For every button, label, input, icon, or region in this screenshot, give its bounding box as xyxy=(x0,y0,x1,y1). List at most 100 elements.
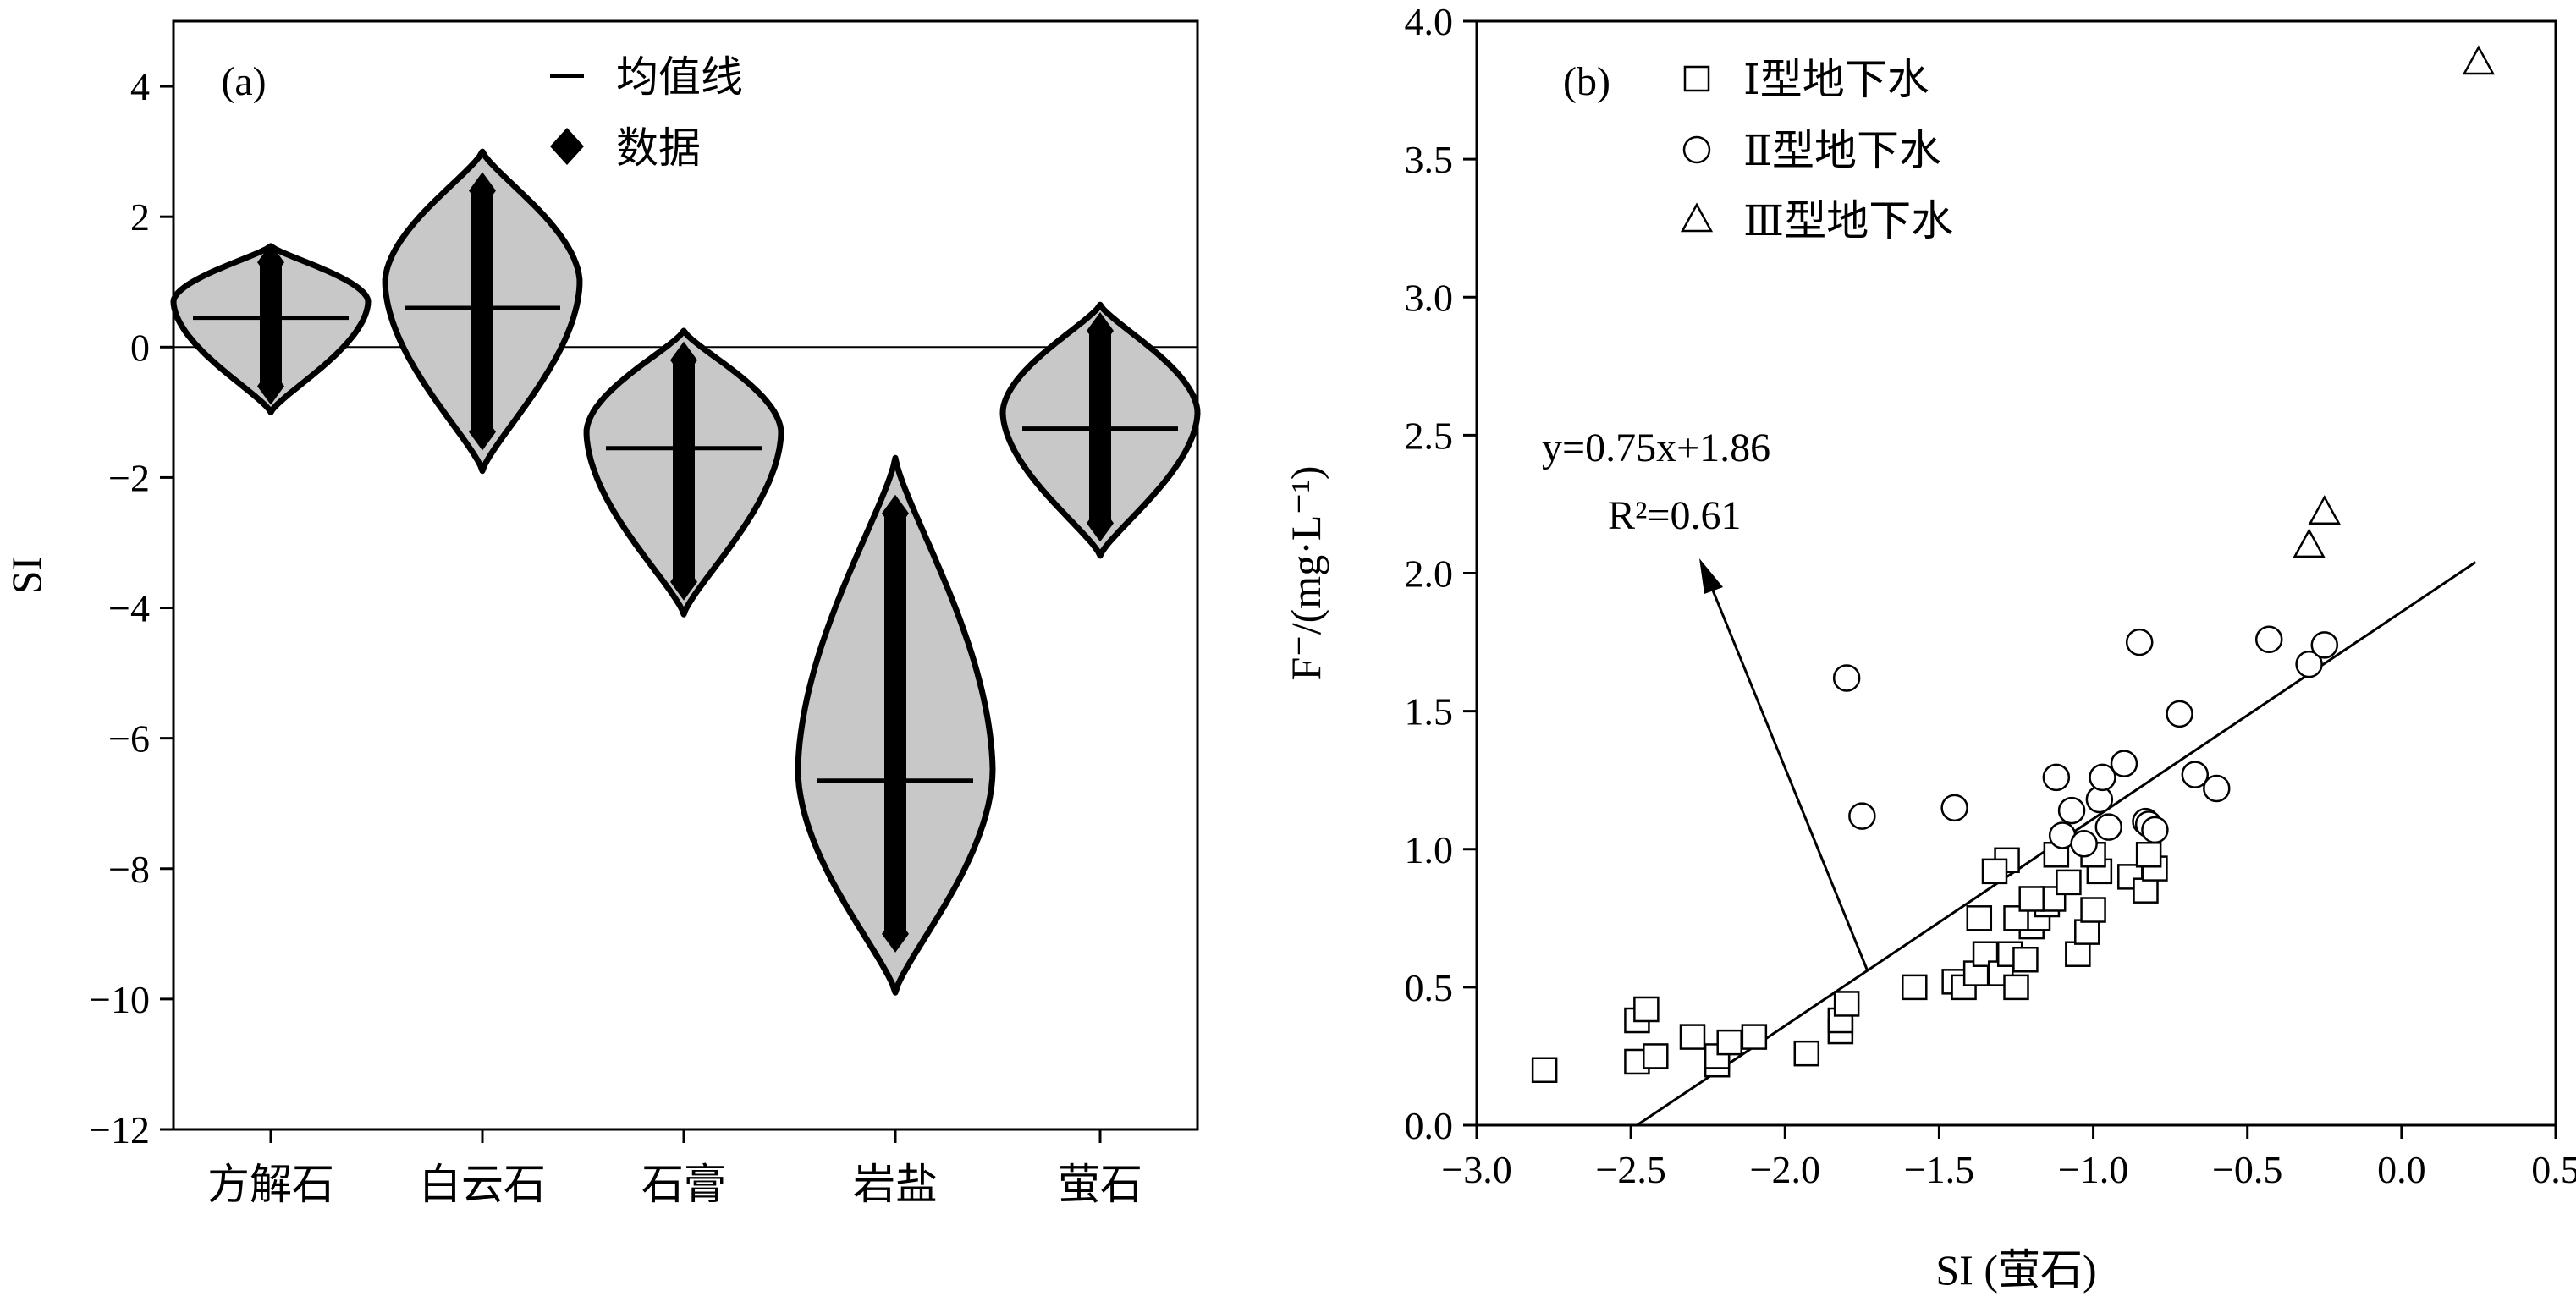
legend-series-label: Ⅲ型地下水 xyxy=(1743,197,1953,244)
data-point-diamond xyxy=(469,172,496,210)
panel-a-y-tick-label: 4 xyxy=(130,65,150,108)
panel-b-x-axis-label: SI (萤石) xyxy=(1935,1246,2096,1294)
panel-b-x-tick-label: 0.0 xyxy=(2377,1148,2426,1191)
panel-a-frame xyxy=(172,19,1199,1131)
panel-b-x-tick-label: −2.5 xyxy=(1595,1148,1665,1191)
scatter-point-triangle xyxy=(2462,45,2496,75)
scatter-point-square xyxy=(1716,1029,1742,1056)
panel-a-y-tick-label: −8 xyxy=(108,848,150,891)
scatter-point-circle xyxy=(2295,650,2323,678)
scatter-point-circle xyxy=(2203,774,2231,803)
panel-b-label: (b) xyxy=(1563,59,1610,104)
scatter-point-square xyxy=(2080,897,2106,923)
panel-b-x-tick-label: −0.5 xyxy=(2212,1148,2282,1191)
scatter-point-circle xyxy=(2070,829,2098,858)
panel-b-x-tick-label: −1.5 xyxy=(1904,1148,1974,1191)
data-point-diamond xyxy=(469,413,496,451)
scatter-point-square xyxy=(2056,869,2082,896)
legend-data-label: 数据 xyxy=(616,124,701,172)
scatter-point-square xyxy=(1679,1024,1706,1050)
violin-data-strip xyxy=(471,190,493,432)
panel-b-x-tick-label: −3.0 xyxy=(1441,1148,1511,1191)
panel-b-y-tick-label: 4.0 xyxy=(1405,0,1454,43)
panel-b-y-tick-label: 2.0 xyxy=(1405,552,1454,596)
scatter-point-square xyxy=(2003,974,2029,1001)
panel-b-x-tick-label: −1.0 xyxy=(2058,1148,2128,1191)
category-label: 萤石 xyxy=(1058,1161,1142,1208)
scatter-point-circle xyxy=(2089,763,2116,792)
category-label: 白云石 xyxy=(419,1161,546,1208)
data-point-diamond xyxy=(882,915,909,953)
panel-b-x-tick-label: 0.5 xyxy=(2531,1148,2576,1191)
panel-a-y-tick-label: 0 xyxy=(130,326,150,369)
scatter-point-circle xyxy=(2254,625,2283,654)
panel-a-y-tick-label: −4 xyxy=(108,587,150,630)
data-point-diamond xyxy=(1087,312,1114,350)
scatter-point-square xyxy=(1643,1043,1669,1069)
data-point-diamond xyxy=(1087,504,1114,542)
panel-a-y-tick-label: −12 xyxy=(89,1108,150,1151)
scatter-point-circle xyxy=(2166,700,2193,728)
scatter-point-square xyxy=(2135,842,2162,868)
panel-b-y-axis-label: F⁻/(mg·L⁻¹) xyxy=(1282,466,1329,681)
scatter-point-square xyxy=(2133,877,2159,904)
scatter-point-circle xyxy=(2042,763,2071,792)
panel-a-y-tick-label: 2 xyxy=(130,195,150,239)
panel-a-y-axis-label: SI xyxy=(3,557,50,594)
annotation-arrow-line xyxy=(1708,581,1869,972)
scatter-point-square xyxy=(1981,858,2008,885)
regression-equation: y=0.75x+1.86 xyxy=(1542,426,1770,470)
panel-b-scatter-chart: 0.0 0.5 1.0 1.5 2.0 2.5 3.0 3.5 4.0 −3.0 −2.5 −2.0 −… xyxy=(1282,0,2576,1294)
panel-a-y-tick-label: −6 xyxy=(108,717,150,761)
scatter-point-square xyxy=(1633,996,1660,1023)
panel-b-y-tick-label: 3.0 xyxy=(1405,276,1454,319)
scatter-point-circle xyxy=(1832,664,1861,692)
legend-mean-line-label: 均值线 xyxy=(616,53,743,101)
scatter-point-square xyxy=(2086,858,2113,885)
regression-r-squared: R²=0.61 xyxy=(1608,493,1741,538)
data-point-diamond xyxy=(257,367,284,405)
legend-marker-circle xyxy=(1682,135,1711,164)
legend-marker-triangle xyxy=(1680,202,1714,233)
scatter-point-square xyxy=(2065,941,2091,967)
panel-a-label: (a) xyxy=(221,59,266,104)
scatter-point-circle xyxy=(2181,761,2210,788)
scatter-point-circle xyxy=(2094,813,2123,841)
data-point-diamond xyxy=(257,244,284,282)
panel-a-y-tick-label: −10 xyxy=(89,978,150,1021)
data-point-diamond xyxy=(670,341,697,379)
scatter-point-circle xyxy=(2141,816,2169,844)
category-label: 石膏 xyxy=(641,1161,726,1208)
panel-b-y-tick-label: 1.0 xyxy=(1405,828,1454,871)
panel-b-y-tick-label: 1.5 xyxy=(1405,690,1454,733)
scatter-point-square xyxy=(1793,1040,1820,1067)
data-point-diamond xyxy=(882,494,909,532)
legend-marker-square xyxy=(1683,65,1710,92)
scatter-point-circle xyxy=(1848,802,1876,830)
violin-data-strip xyxy=(260,262,282,387)
panel-b-y-tick-label: 0.5 xyxy=(1405,966,1454,1009)
data-point-diamond xyxy=(670,563,697,601)
violin-data-strip xyxy=(673,360,695,582)
scatter-point-square xyxy=(2018,886,2045,912)
scatter-point-circle xyxy=(1940,794,1968,822)
scatter-point-square xyxy=(1833,991,1860,1017)
scatter-point-square xyxy=(2074,919,2100,945)
scatter-point-circle xyxy=(2110,750,2138,777)
scatter-point-square xyxy=(2012,947,2039,973)
annotation-arrow-head xyxy=(1699,558,1723,594)
panel-b-y-tick-label: 2.5 xyxy=(1405,414,1454,457)
panel-b-y-tick-label: 0.0 xyxy=(1405,1104,1454,1147)
scatter-point-circle xyxy=(2310,631,2339,659)
scatter-point-square xyxy=(1741,1024,1768,1050)
category-label: 方解石 xyxy=(207,1161,334,1208)
legend-diamond-swatch xyxy=(550,128,584,165)
legend-series-label: Ⅱ型地下水 xyxy=(1743,127,1941,174)
scatter-point-triangle xyxy=(2293,528,2326,558)
panel-b-y-tick-label: 3.5 xyxy=(1405,138,1454,181)
category-label: 岩盐 xyxy=(853,1161,938,1208)
scatter-point-square xyxy=(1966,905,1993,931)
violin-data-strip xyxy=(884,513,906,934)
